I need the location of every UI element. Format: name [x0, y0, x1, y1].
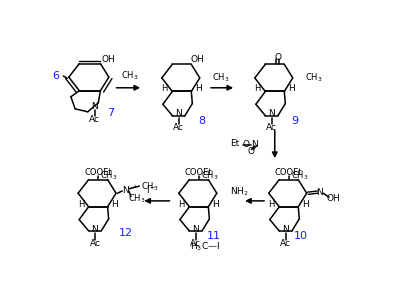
Text: Ac: Ac — [190, 238, 201, 248]
Text: N: N — [316, 187, 323, 197]
Text: Ac: Ac — [266, 123, 277, 132]
Text: N: N — [282, 225, 289, 234]
Text: H: H — [161, 84, 168, 93]
Text: 12: 12 — [119, 228, 133, 238]
Text: 6: 6 — [53, 71, 60, 81]
Text: CH$_3$: CH$_3$ — [121, 70, 139, 82]
Text: N: N — [175, 109, 182, 118]
Text: N: N — [251, 140, 258, 149]
Text: N: N — [92, 225, 98, 234]
Text: H$_3$C—I: H$_3$C—I — [190, 240, 220, 253]
Text: Et: Et — [230, 139, 239, 148]
Text: CH$_3$: CH$_3$ — [304, 72, 322, 84]
Text: 7: 7 — [107, 108, 114, 118]
Text: H: H — [268, 200, 275, 209]
Text: CH$_3$: CH$_3$ — [291, 169, 308, 182]
Text: N: N — [122, 187, 129, 196]
Text: OH: OH — [326, 194, 340, 203]
Text: O: O — [274, 53, 282, 62]
Text: COOEt: COOEt — [185, 168, 213, 177]
Text: $^+$: $^+$ — [131, 185, 138, 191]
Text: CH$_3$: CH$_3$ — [128, 192, 146, 205]
Text: COOEt: COOEt — [84, 168, 112, 177]
Text: I$^-$: I$^-$ — [146, 184, 157, 195]
Text: 11: 11 — [207, 231, 221, 241]
Text: OH: OH — [101, 55, 115, 64]
Text: CH$_3$: CH$_3$ — [212, 72, 230, 84]
Text: CH$_3$: CH$_3$ — [100, 169, 118, 182]
Text: Ac: Ac — [280, 238, 291, 248]
Text: 10: 10 — [294, 231, 308, 241]
Text: Ac: Ac — [90, 238, 100, 248]
Text: N: N — [91, 102, 98, 111]
Text: H: H — [254, 84, 261, 93]
Text: N: N — [268, 109, 275, 118]
Text: N: N — [192, 225, 199, 234]
Text: 9: 9 — [291, 116, 298, 126]
Text: H: H — [302, 200, 308, 209]
Text: 8: 8 — [198, 116, 206, 126]
Text: COOEt: COOEt — [275, 168, 302, 177]
Text: H: H — [212, 200, 218, 209]
Text: H: H — [111, 200, 118, 209]
Text: Ac: Ac — [173, 123, 184, 132]
Text: Ac: Ac — [89, 115, 100, 124]
Text: O: O — [243, 140, 250, 149]
Text: H: H — [178, 200, 185, 209]
Text: O: O — [247, 147, 254, 156]
Text: CH$_3$: CH$_3$ — [201, 169, 219, 182]
Text: H: H — [288, 84, 294, 93]
Text: NH$_2$: NH$_2$ — [230, 186, 248, 198]
Text: H: H — [78, 200, 84, 209]
Text: CH$_3$: CH$_3$ — [141, 180, 158, 193]
Text: H: H — [195, 84, 202, 93]
Text: OH: OH — [191, 55, 204, 65]
